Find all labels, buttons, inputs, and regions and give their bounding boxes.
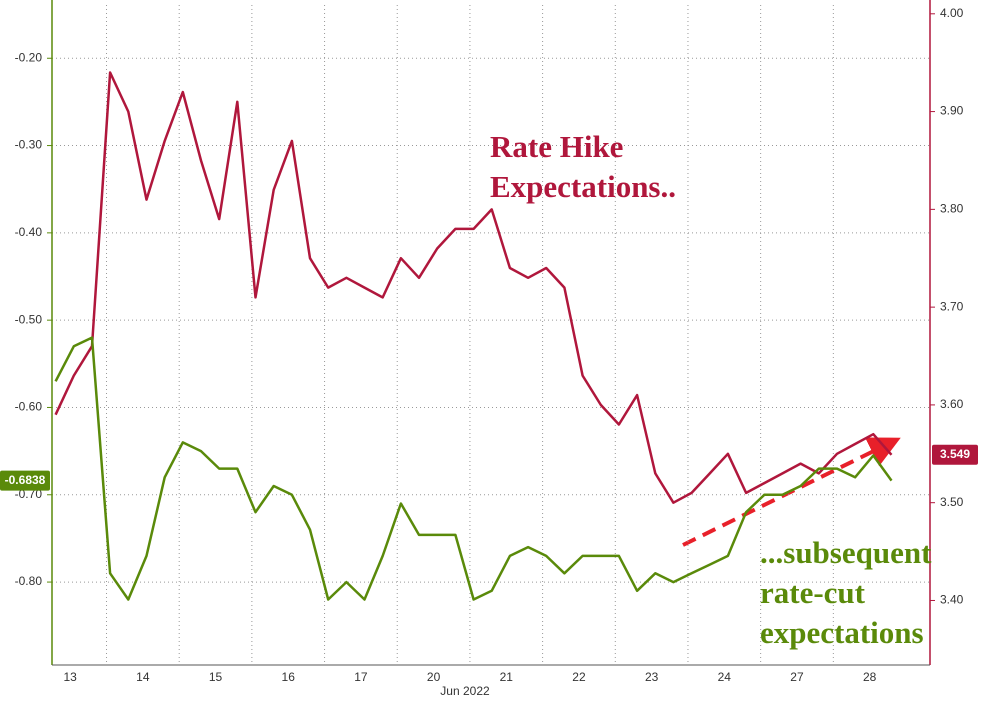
series-line <box>54 71 893 504</box>
y2-tick-label: 3.70 <box>940 299 964 313</box>
x-tick-label: 22 <box>572 670 586 684</box>
x-tick-label: 21 <box>500 670 514 684</box>
y2-tick-label: 3.50 <box>940 495 964 509</box>
x-tick-label: 16 <box>282 670 296 684</box>
x-tick-label: 28 <box>863 670 877 684</box>
annotation: ...subsequent <box>760 535 932 570</box>
last-value-box <box>0 470 50 491</box>
y-tick-label: -0.40 <box>15 225 43 239</box>
x-axis-label: Jun 2022 <box>440 684 490 698</box>
y-tick-label: -0.50 <box>15 312 43 326</box>
x-tick-label: 20 <box>427 670 441 684</box>
x-tick-label: 27 <box>790 670 804 684</box>
y2-tick-label: 3.60 <box>940 397 964 411</box>
x-tick-label: 15 <box>209 670 223 684</box>
y2-tick-label: 3.40 <box>940 593 964 607</box>
y-tick-label: -0.20 <box>15 50 43 64</box>
y2-tick-label: 3.80 <box>940 202 964 216</box>
x-tick-label: 24 <box>718 670 732 684</box>
x-tick-label: 23 <box>645 670 659 684</box>
x-tick-label: 13 <box>63 670 77 684</box>
y-tick-label: -0.60 <box>15 400 43 414</box>
x-tick-label: 17 <box>354 670 368 684</box>
last-value-box <box>932 444 978 465</box>
annotation: Rate Hike <box>490 129 623 164</box>
y2-tick-label: 3.90 <box>940 104 964 118</box>
last-value-label: 3.549 <box>940 447 970 461</box>
annotation: Expectations.. <box>490 169 676 204</box>
x-tick-label: 14 <box>136 670 150 684</box>
series-line <box>54 336 893 601</box>
y-tick-label: -0.80 <box>15 574 43 588</box>
annotation: expectations <box>760 615 924 650</box>
annotation: rate-cut <box>760 575 866 610</box>
y2-tick-label: 4.00 <box>940 6 964 20</box>
y-tick-label: -0.30 <box>15 138 43 152</box>
last-value-label: -0.6838 <box>5 473 46 487</box>
